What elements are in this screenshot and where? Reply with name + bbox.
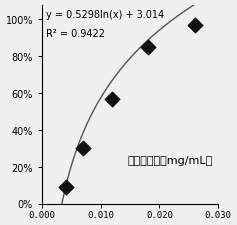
- Text: y = 0.5298ln(x) + 3.014: y = 0.5298ln(x) + 3.014: [46, 9, 164, 19]
- Text: 浓度（单位：mg/mL）: 浓度（单位：mg/mL）: [128, 155, 213, 165]
- Point: [81, 147, 85, 150]
- Point: [110, 97, 114, 101]
- Point: [64, 185, 68, 189]
- Text: R² = 0.9422: R² = 0.9422: [46, 29, 105, 39]
- Point: [193, 24, 196, 27]
- Point: [146, 46, 150, 50]
